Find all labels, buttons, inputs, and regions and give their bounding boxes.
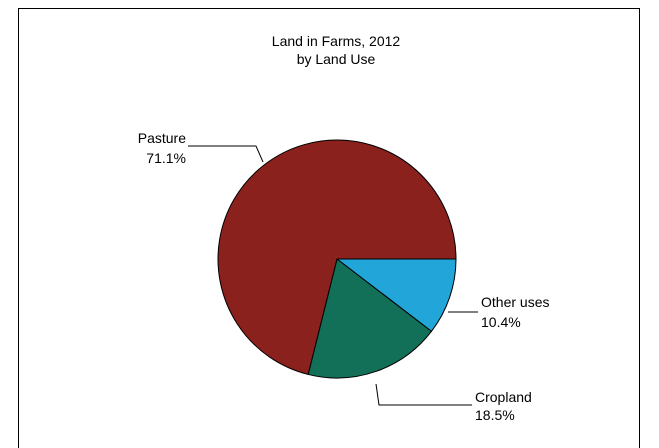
slice-value-pasture: 71.1% xyxy=(146,150,186,166)
pie-slice-cropland xyxy=(307,258,433,379)
leader-line-cropland xyxy=(375,383,472,406)
slice-value-cropland: 18.5% xyxy=(475,407,515,423)
slice-label-cropland: Cropland xyxy=(475,389,532,405)
chart-title: Land in Farms, 2012 xyxy=(272,33,401,49)
slice-label-pasture: Pasture xyxy=(138,130,186,146)
slice-value-other-uses: 10.4% xyxy=(481,314,521,330)
chart-subtitle: by Land Use xyxy=(297,51,376,67)
leader-line-pasture xyxy=(188,145,264,163)
pie-slice-pasture xyxy=(217,139,457,376)
pie-slices xyxy=(217,139,457,379)
slice-label-other-uses: Other uses xyxy=(481,294,549,310)
pie-slice-other-uses xyxy=(335,258,457,333)
